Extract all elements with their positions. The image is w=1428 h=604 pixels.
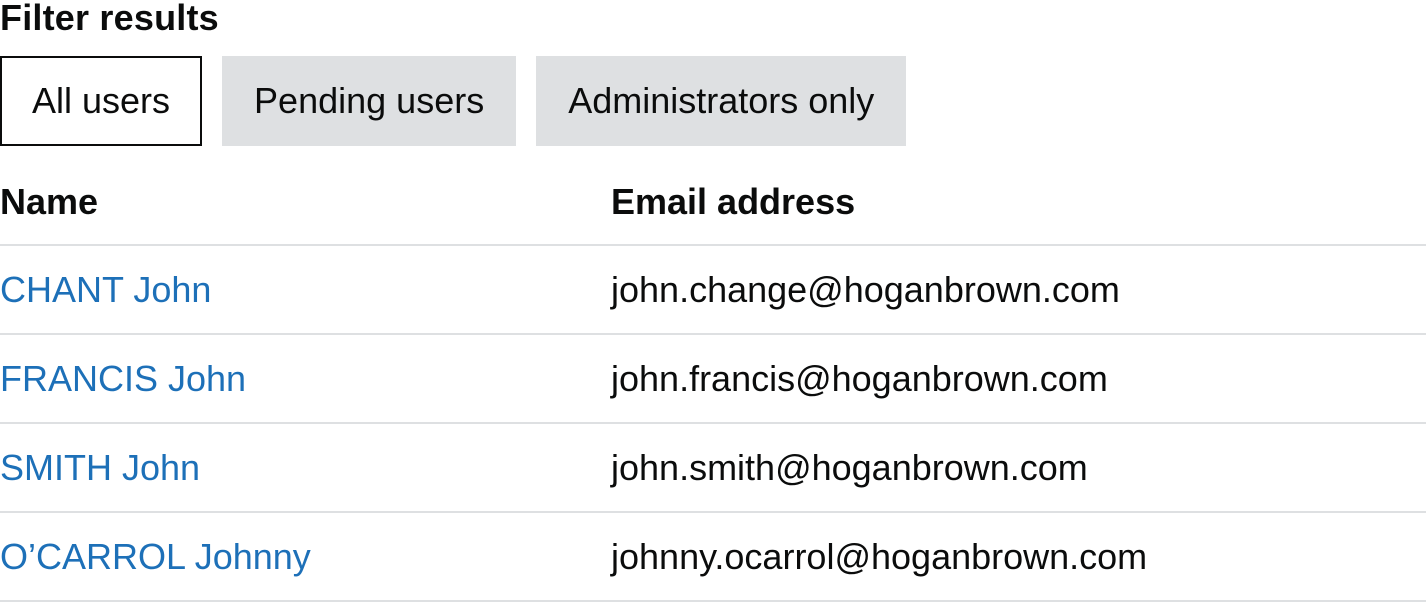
user-name-link[interactable]: O’CARROL Johnny (0, 535, 311, 577)
table-row: CHANT John john.change@hoganbrown.com (0, 246, 1426, 335)
table-header-row: Name Email address (0, 160, 1426, 246)
name-column-header: Name (0, 181, 99, 222)
table-row: FRANCIS John john.francis@hoganbrown.com (0, 335, 1426, 424)
user-name-link[interactable]: FRANCIS John (0, 357, 247, 399)
email-cell: john.francis@hoganbrown.com (611, 357, 1108, 399)
email-column-header: Email address (611, 181, 856, 222)
user-name-link[interactable]: CHANT John (0, 268, 212, 310)
name-cell: CHANT John (0, 269, 611, 311)
name-cell: O’CARROL Johnny (0, 536, 611, 578)
users-table: Name Email address CHANT John john.chang… (0, 160, 1426, 602)
name-cell: SMITH John (0, 447, 611, 489)
filter-button-group: All users Pending users Administrators o… (0, 56, 907, 146)
filter-administrators-only-button[interactable]: Administrators only (536, 56, 907, 146)
user-name-link[interactable]: SMITH John (0, 446, 201, 488)
email-cell: john.smith@hoganbrown.com (611, 446, 1088, 488)
filter-all-users-button[interactable]: All users (0, 56, 203, 146)
filter-heading: Filter results (0, 0, 219, 38)
table-row: SMITH John john.smith@hoganbrown.com (0, 424, 1426, 513)
filter-pending-users-button[interactable]: Pending users (222, 56, 517, 146)
email-cell: john.change@hoganbrown.com (611, 268, 1120, 310)
table-row: O’CARROL Johnny johnny.ocarrol@hoganbrow… (0, 513, 1426, 602)
name-cell: FRANCIS John (0, 358, 611, 400)
email-cell: johnny.ocarrol@hoganbrown.com (611, 535, 1148, 577)
